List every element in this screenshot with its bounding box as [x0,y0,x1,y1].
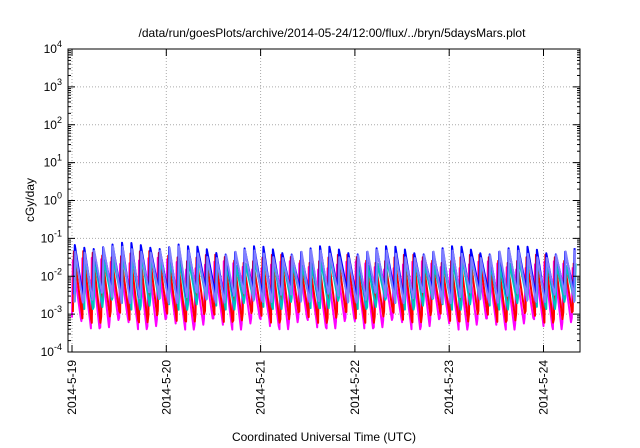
x-tick-label: 2014-5-24 [537,360,551,415]
series-line [73,245,577,305]
x-axis-label: Coordinated Universal Time (UTC) [232,430,416,444]
y-tick-label: 104 [44,39,62,56]
x-tick-label: 2014-5-20 [159,360,173,415]
y-tick-label: 10-1 [41,228,62,245]
x-tick-label: 2014-5-22 [348,360,362,415]
y-tick-label: 100 [44,191,62,208]
y-tick-label: 10-2 [41,266,62,283]
y-tick-label: 10-4 [41,342,62,359]
y-tick-label: 101 [44,153,62,170]
chart-title: /data/run/goesPlots/archive/2014-05-24/1… [139,26,527,40]
y-axis-label: cGy/day [23,178,37,222]
x-tick-label: 2014-5-21 [254,360,268,415]
x-ticks: 2014-5-19 2014-5-20 2014-5-21 2014-5-22 2014… [65,49,551,415]
x-tick-label: 2014-5-19 [65,360,79,415]
series-lines [71,241,577,331]
x-tick-label: 2014-5-23 [442,360,456,415]
y-tick-label: 102 [44,115,62,132]
y-tick-label: 103 [44,77,62,94]
y-tick-label: 10-3 [41,304,62,321]
y-ticks: 10-4 10-3 10-2 10-1 100 101 102 103 104 [41,39,580,359]
